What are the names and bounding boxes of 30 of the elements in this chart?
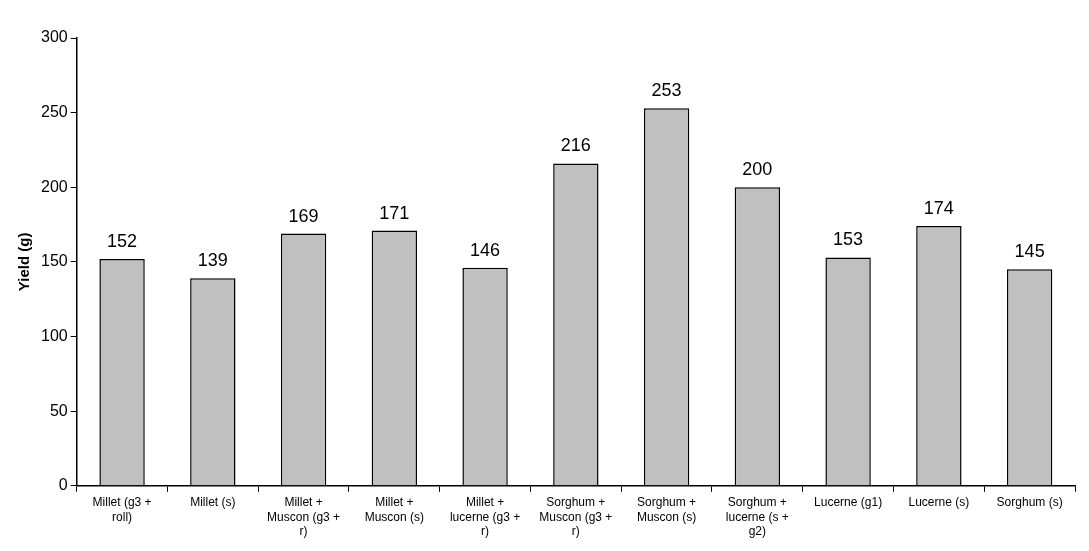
data-label: 200 (742, 159, 773, 180)
y-tick-label: 300 (40, 28, 68, 46)
data-label: 169 (288, 205, 319, 226)
x-tick-label: Sorghum (s) (996, 495, 1063, 510)
data-label: 153 (833, 229, 864, 250)
data-label: 253 (651, 80, 682, 101)
x-tick-label: Sorghum + lucerne (s + g2) (725, 495, 789, 539)
data-label: 145 (1014, 241, 1045, 262)
data-label: 146 (470, 239, 501, 260)
x-tick-label: Millet + Muscon (g3 + r) (267, 495, 341, 539)
x-tick-label: Sorghum + Muscon (g3 + r) (539, 495, 613, 539)
y-axis-title: Yield (g) (15, 232, 33, 292)
x-tick-label: Millet + Muscon (s) (364, 495, 425, 524)
y-tick-label: 50 (49, 401, 68, 419)
y-tick-label: 250 (40, 103, 68, 121)
y-tick-label: 150 (40, 252, 68, 270)
x-tick-label: Sorghum + Muscon (s) (636, 495, 697, 524)
data-label: 171 (379, 202, 410, 223)
y-tick-label: 100 (40, 326, 68, 344)
data-label: 174 (923, 198, 954, 219)
x-tick-label: Lucerne (g1) (814, 495, 883, 510)
y-tick-label: 0 (58, 476, 68, 494)
y-tick-label: 200 (40, 177, 68, 195)
x-tick-label: Lucerne (s) (908, 495, 970, 510)
x-tick-label: Millet (g3 + roll) (92, 495, 152, 524)
x-tick-label: Millet (s) (190, 495, 236, 510)
data-label: 216 (560, 135, 591, 156)
data-label: 152 (107, 230, 138, 251)
x-tick-label: Millet + lucerne (g3 + r) (449, 495, 521, 539)
data-label: 139 (197, 250, 228, 271)
